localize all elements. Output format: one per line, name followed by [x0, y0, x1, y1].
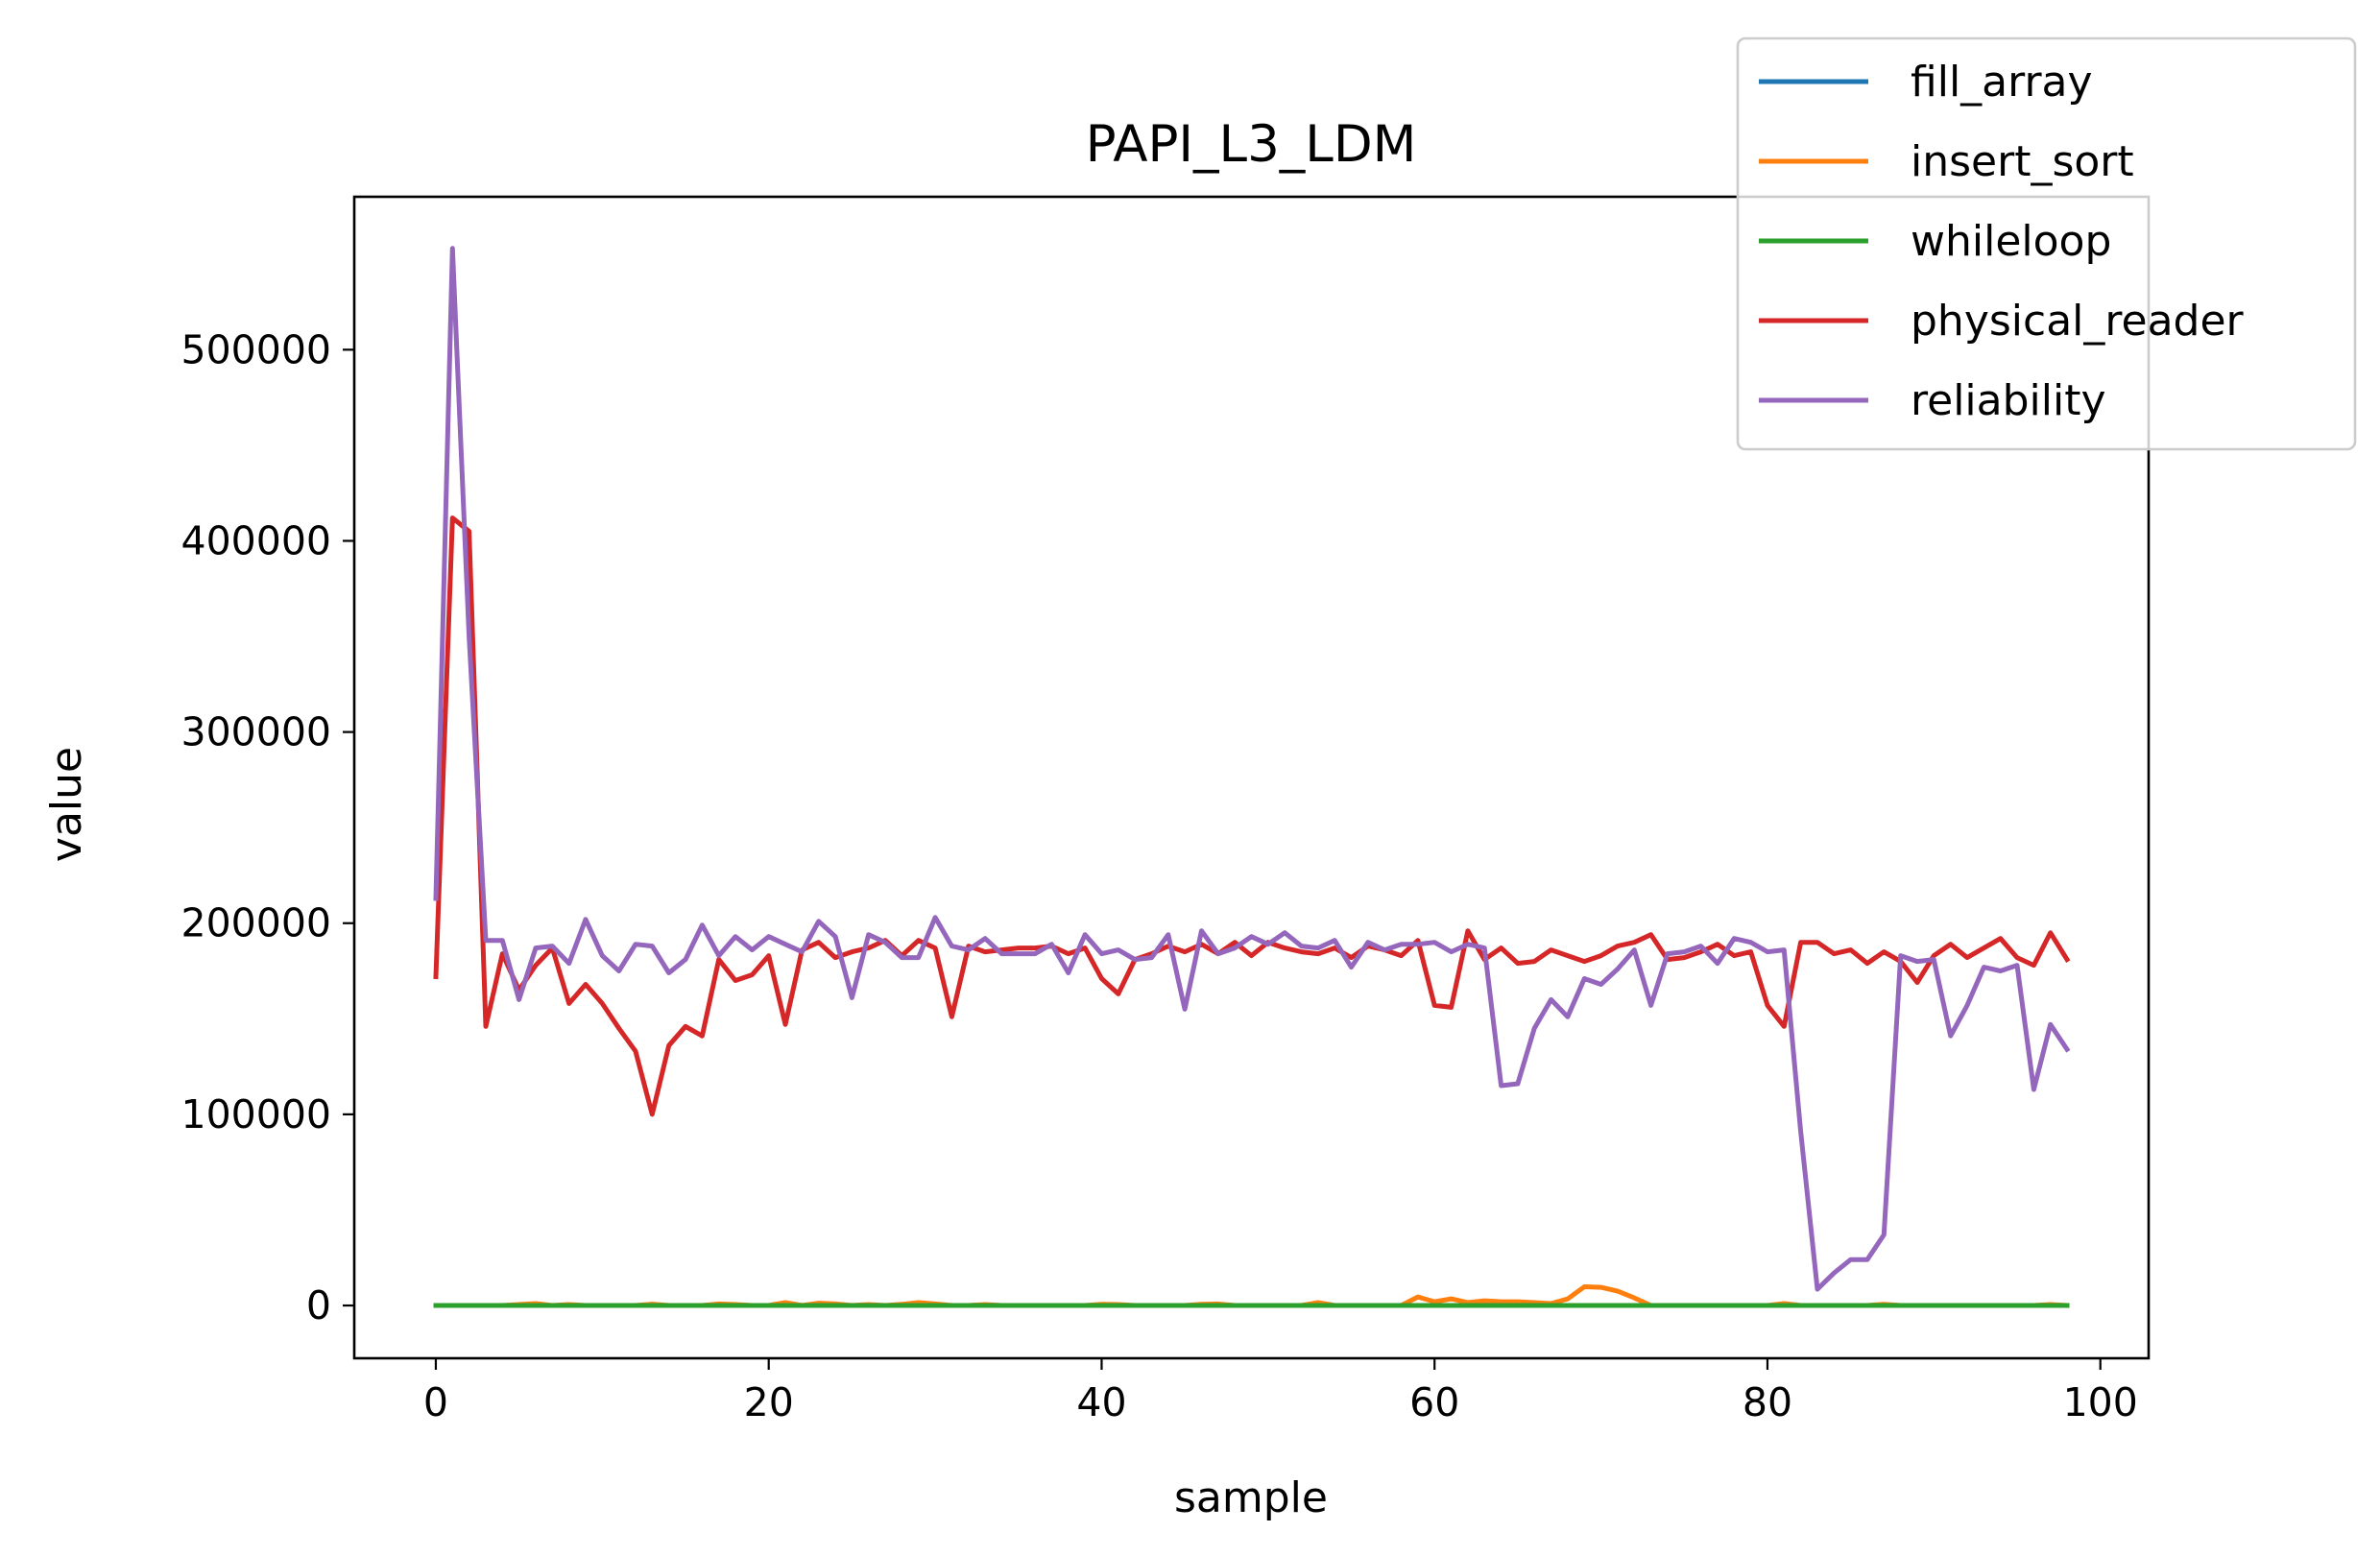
legend: fill_array insert_sort whileloop physical_r…	[1736, 36, 2357, 451]
legend-label: insert_sort	[1911, 137, 2134, 186]
y-axis-title: value	[42, 747, 91, 862]
x-tick-label: 80	[1743, 1379, 1792, 1425]
legend-box	[1736, 36, 2357, 451]
x-axis-title: sample	[1174, 1473, 1328, 1522]
y-tick-label: 100000	[180, 1091, 331, 1137]
series-layer	[433, 246, 2071, 1308]
x-tick-label: 100	[2063, 1379, 2138, 1425]
y-tick-label: 0	[306, 1282, 331, 1329]
y-tick-label: 400000	[180, 517, 331, 563]
x-tick-label: 40	[1076, 1379, 1126, 1425]
plot-area-frame	[352, 195, 2151, 1360]
x-tick-label: 0	[423, 1379, 448, 1425]
y-tick-label: 300000	[180, 709, 331, 755]
legend-label: reliability	[1911, 376, 2106, 425]
x-tick-label: 20	[744, 1379, 794, 1425]
series-line-reliability	[433, 246, 2071, 1292]
series-line-physical-reader	[433, 515, 2071, 1117]
legend-label: physical_reader	[1911, 297, 2245, 346]
ticks-layer: 0 20 40 60 80 100 0 100000 200000 300000 400000 500…	[180, 326, 2137, 1425]
legend-label: fill_array	[1911, 58, 2093, 107]
y-tick-label: 500000	[180, 326, 331, 372]
y-tick-label: 200000	[180, 900, 331, 946]
x-tick-label: 60	[1409, 1379, 1459, 1425]
chart-title: PAPI_L3_LDM	[1086, 115, 1417, 174]
legend-label: whileloop	[1911, 217, 2111, 266]
